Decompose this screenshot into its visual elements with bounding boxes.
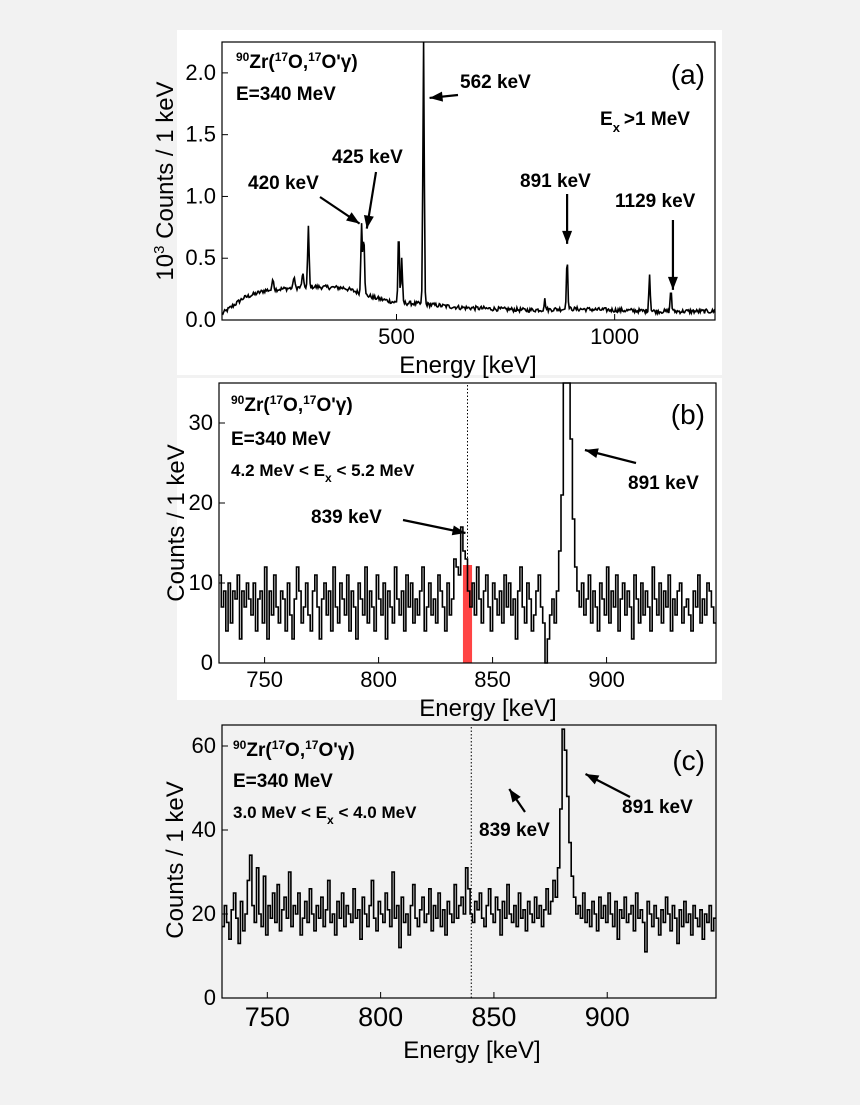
panel-a-arrow-425-head <box>363 214 374 229</box>
panel-a-arrow-891-head <box>562 230 573 244</box>
panel-c-arrow-839-head <box>509 789 521 803</box>
panel-b-x-tick-label-3: 900 <box>588 667 625 692</box>
panel-b-highlight-region <box>462 565 473 663</box>
panel-c-x-tick-label-1: 800 <box>358 1002 403 1032</box>
panel-b-label: (b) <box>671 399 705 430</box>
panel-b-y-tick-label-3: 30 <box>189 410 213 435</box>
panel-c-annotations: 839 keV 891 keV <box>479 773 693 841</box>
panel-a-annotation-425: 425 keV <box>332 147 403 168</box>
panel-c: 750 800 850 900 0 20 40 60 839 keV 891 keV 90Zr(… <box>162 724 717 1064</box>
panel-b-annotations: 839 keV 891 keV <box>311 448 699 536</box>
panel-a-y-tick-label-2: 1.0 <box>185 183 216 208</box>
panel-b-spectrum-line <box>219 382 716 664</box>
panel-b-plot-frame <box>218 382 717 664</box>
panel-a-annotation-1129: 1129 keV <box>615 191 696 212</box>
panel-a-y-tick-label-0: 0.0 <box>185 307 216 332</box>
panel-a: 500 1000 0.0 0.5 1.0 1.5 2.0 420 keV 425 keV 562… <box>151 30 722 379</box>
panel-a-annotation-891: 891 keV <box>520 171 591 192</box>
panel-a-arrow-562-head <box>429 91 444 102</box>
panel-c-y-tick-label-2: 40 <box>192 817 216 842</box>
panel-a-ticks: 500 1000 0.0 0.5 1.0 1.5 2.0 <box>185 60 639 349</box>
panel-c-spectrum-line <box>222 728 716 953</box>
panel-c-y-tick-label-0: 0 <box>204 985 216 1010</box>
panel-c-x-tick-label-3: 900 <box>585 1002 630 1032</box>
panel-a-gate-label: Ex >1 MeV <box>600 109 690 135</box>
panel-c-x-axis-title: Energy [keV] <box>403 1037 540 1064</box>
panel-c-beam-energy: E=340 MeV <box>233 771 333 792</box>
panel-a-spectrum-line <box>221 41 716 317</box>
panel-a-plot-frame <box>221 41 716 321</box>
panel-b-arrow-839-head <box>451 525 466 536</box>
panel-b-arrow-891-head <box>584 448 599 459</box>
panel-c-annotation-891: 891 keV <box>622 797 693 818</box>
panel-c-arrow-891-head <box>585 774 600 785</box>
panel-a-annotations: 420 keV 425 keV 562 keV 891 keV 1129 keV <box>248 72 696 290</box>
panel-a-y-axis-title: 103 Counts / 1 keV <box>151 81 179 280</box>
panel-b-y-tick-label-2: 20 <box>189 490 213 515</box>
panel-b-gate-label: 4.2 MeV < Ex < 5.2 MeV <box>231 461 415 485</box>
panel-c-reaction-title: 90Zr(17O,17O'γ) <box>233 738 355 761</box>
panel-b-reaction-title: 90Zr(17O,17O'γ) <box>231 393 353 416</box>
panel-b-annotation-839: 839 keV <box>311 507 382 528</box>
panel-c-annotation-839: 839 keV <box>479 820 550 841</box>
panel-a-annotation-420: 420 keV <box>248 173 319 194</box>
panel-c-label: (c) <box>672 745 705 776</box>
panel-b: 750 800 850 900 0 10 20 30 839 keV 891 keV 90Zr(… <box>163 378 722 722</box>
panel-a-arrow-1129-head <box>667 276 678 290</box>
panel-c-plot-frame <box>221 724 717 999</box>
panel-c-y-axis-title: Counts / 1 keV <box>162 781 189 938</box>
panel-a-arrow-420-head <box>346 212 360 224</box>
panel-a-y-tick-label-4: 2.0 <box>185 60 216 85</box>
panel-c-y-tick-label-1: 20 <box>192 901 216 926</box>
panel-b-y-tick-label-1: 10 <box>189 570 213 595</box>
panel-a-x-tick-label-0: 500 <box>378 324 415 349</box>
panel-b-x-tick-label-1: 800 <box>360 667 397 692</box>
panel-a-annotation-562: 562 keV <box>460 72 531 93</box>
panel-b-y-axis-title: Counts / 1 keV <box>163 444 190 601</box>
panel-c-gate-label: 3.0 MeV < Ex < 4.0 MeV <box>233 803 417 827</box>
panel-c-y-tick-label-3: 60 <box>192 733 216 758</box>
panel-b-background <box>177 378 722 700</box>
panel-a-label: (a) <box>671 59 705 90</box>
panel-b-x-tick-label-0: 750 <box>246 667 283 692</box>
panel-c-x-tick-label-0: 750 <box>245 1002 290 1032</box>
panel-c-x-tick-label-2: 850 <box>471 1002 516 1032</box>
panel-a-y-tick-label-3: 1.5 <box>185 122 216 147</box>
panel-b-x-axis-title: Energy [keV] <box>419 695 556 722</box>
panel-b-y-tick-label-0: 0 <box>201 650 213 675</box>
panel-b-beam-energy: E=340 MeV <box>231 429 331 450</box>
panel-a-x-axis-title: Energy [keV] <box>399 352 536 379</box>
panel-b-ticks: 750 800 850 900 0 10 20 30 <box>189 410 625 692</box>
panel-b-x-tick-label-2: 850 <box>474 667 511 692</box>
panel-b-annotation-891: 891 keV <box>628 473 699 494</box>
panel-a-background <box>177 30 722 375</box>
panel-a-reaction-title: 90Zr(17O,17O'γ) <box>236 50 358 73</box>
panel-a-x-tick-label-1: 1000 <box>590 324 639 349</box>
panel-c-ticks: 750 800 850 900 0 20 40 60 <box>192 733 630 1032</box>
panel-a-y-tick-label-1: 0.5 <box>185 245 216 270</box>
panel-a-beam-energy: E=340 MeV <box>236 84 336 105</box>
